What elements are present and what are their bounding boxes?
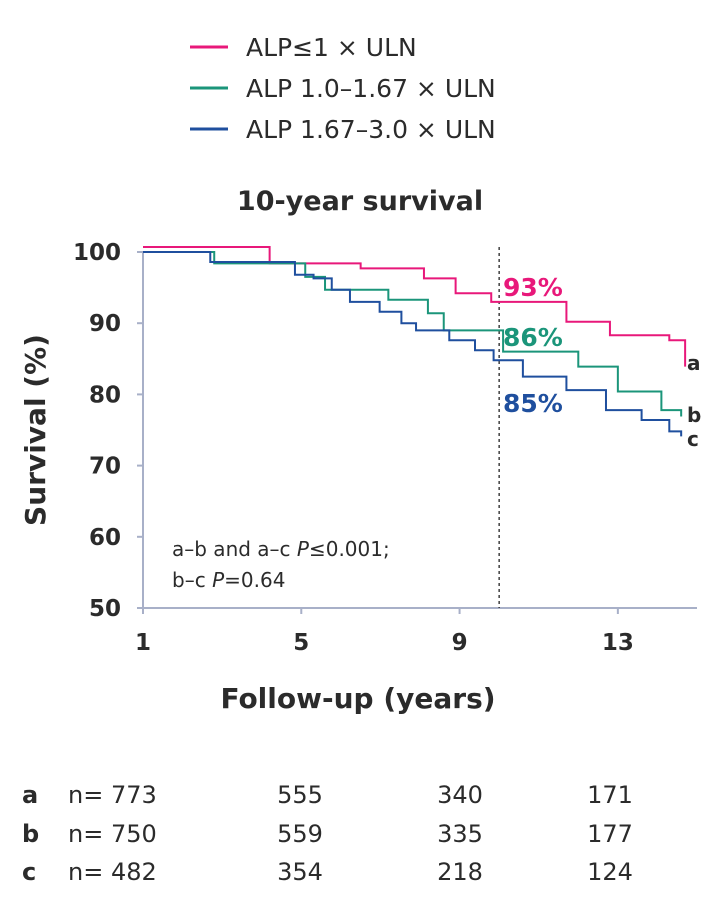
legend: ALP≤1 × ULN ALP 1.0–1.67 × ULN ALP 1.67–…	[190, 33, 496, 144]
risk-cell: 171	[587, 781, 633, 809]
end-label-b: b	[687, 403, 701, 427]
pct-label-b: 86%	[503, 323, 563, 352]
annotation-line-2: b–c P=0.64	[172, 568, 285, 592]
y-axis-label: Survival (%)	[19, 334, 52, 526]
legend-label-a: ALP≤1 × ULN	[246, 33, 417, 62]
risk-row-c: c n= 482 354 218 124	[22, 858, 633, 886]
x-tick-label: 1	[135, 630, 151, 656]
axes: 100 90 80 70 60 50 1 5 9 13	[73, 240, 697, 656]
risk-cell: 177	[587, 820, 633, 848]
annotation-text: a–b and a–c	[172, 537, 297, 561]
survival-curve-a	[143, 246, 687, 367]
y-tick-label: 100	[73, 240, 121, 266]
annotation: a–b and a–c P≤0.001; b–c P=0.64	[172, 537, 390, 592]
pct-label-c: 85%	[503, 389, 563, 418]
y-tick-label: 70	[89, 454, 121, 480]
x-tick-label: 13	[602, 630, 634, 656]
annotation-text: =0.64	[224, 568, 285, 592]
survival-curve-b	[143, 251, 683, 417]
risk-cell: 124	[587, 858, 633, 886]
risk-cell: n= 482	[68, 858, 157, 886]
risk-row-b: b n= 750 559 335 177	[22, 820, 633, 848]
curves	[143, 246, 687, 437]
annotation-text: b–c	[172, 568, 212, 592]
x-tick-label: 9	[452, 630, 468, 656]
annotation-p: P	[212, 568, 225, 592]
risk-cell: 218	[437, 858, 483, 886]
y-tick-label: 50	[89, 596, 121, 622]
curve-end-labels: a b c	[687, 351, 701, 451]
risk-cell: 354	[277, 858, 323, 886]
end-label-c: c	[687, 427, 699, 451]
risk-row-id: c	[22, 858, 36, 886]
legend-label-c: ALP 1.67–3.0 × ULN	[246, 115, 496, 144]
risk-cell: 555	[277, 781, 323, 809]
risk-cell: n= 773	[68, 781, 157, 809]
annotation-p: P	[297, 537, 310, 561]
chart-title: 10-year survival	[237, 186, 483, 217]
annotation-line-1: a–b and a–c P≤0.001;	[172, 537, 390, 561]
pct-label-a: 93%	[503, 273, 563, 302]
risk-cell: 340	[437, 781, 483, 809]
y-tick-label: 80	[89, 382, 121, 408]
risk-row-id: b	[22, 820, 39, 848]
x-tick-label: 5	[293, 630, 309, 656]
end-label-a: a	[687, 351, 701, 375]
risk-row-id: a	[22, 781, 38, 809]
risk-cell: 335	[437, 820, 483, 848]
risk-table: a n= 773 555 340 171 b n= 750 559 335 17…	[22, 781, 633, 886]
risk-row-a: a n= 773 555 340 171	[22, 781, 633, 809]
risk-cell: 559	[277, 820, 323, 848]
percent-labels: 93% 86% 85%	[503, 273, 563, 418]
risk-cell: n= 750	[68, 820, 157, 848]
x-axis-label: Follow-up (years)	[220, 682, 495, 715]
y-tick-label: 90	[89, 311, 121, 337]
legend-label-b: ALP 1.0–1.67 × ULN	[246, 74, 496, 103]
survival-curve-c	[143, 251, 683, 437]
annotation-text: ≤0.001;	[309, 537, 390, 561]
y-tick-label: 60	[89, 525, 121, 551]
